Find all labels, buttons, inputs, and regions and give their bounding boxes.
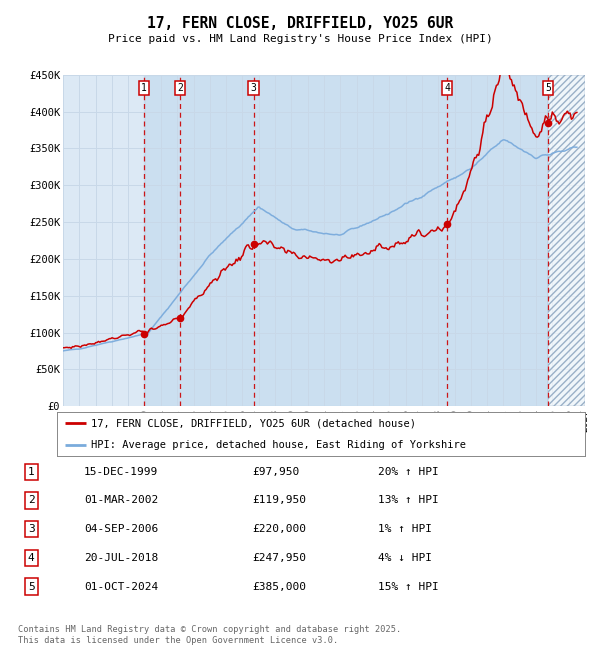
Text: £97,950: £97,950	[252, 467, 299, 476]
Text: 5: 5	[28, 582, 35, 592]
Text: 4% ↓ HPI: 4% ↓ HPI	[378, 553, 432, 563]
Text: 15% ↑ HPI: 15% ↑ HPI	[378, 582, 439, 592]
Text: Price paid vs. HM Land Registry's House Price Index (HPI): Price paid vs. HM Land Registry's House …	[107, 34, 493, 44]
Text: 01-OCT-2024: 01-OCT-2024	[84, 582, 158, 592]
Text: 17, FERN CLOSE, DRIFFIELD, YO25 6UR: 17, FERN CLOSE, DRIFFIELD, YO25 6UR	[147, 16, 453, 31]
Text: 1: 1	[28, 467, 35, 476]
Text: 15-DEC-1999: 15-DEC-1999	[84, 467, 158, 476]
Text: 20-JUL-2018: 20-JUL-2018	[84, 553, 158, 563]
Text: 2: 2	[28, 495, 35, 506]
Text: £119,950: £119,950	[252, 495, 306, 506]
Bar	[144, 75, 548, 406]
Text: 4: 4	[444, 83, 450, 93]
Text: 5: 5	[545, 83, 551, 93]
Text: 3: 3	[251, 83, 256, 93]
Text: £385,000: £385,000	[252, 582, 306, 592]
Text: 1% ↑ HPI: 1% ↑ HPI	[378, 524, 432, 534]
Text: 01-MAR-2002: 01-MAR-2002	[84, 495, 158, 506]
Text: 4: 4	[28, 553, 35, 563]
Text: 04-SEP-2006: 04-SEP-2006	[84, 524, 158, 534]
Text: 1: 1	[141, 83, 147, 93]
Text: HPI: Average price, detached house, East Riding of Yorkshire: HPI: Average price, detached house, East…	[91, 440, 466, 450]
Text: 13% ↑ HPI: 13% ↑ HPI	[378, 495, 439, 506]
Text: 20% ↑ HPI: 20% ↑ HPI	[378, 467, 439, 476]
Text: 3: 3	[28, 524, 35, 534]
Text: £220,000: £220,000	[252, 524, 306, 534]
Text: 17, FERN CLOSE, DRIFFIELD, YO25 6UR (detached house): 17, FERN CLOSE, DRIFFIELD, YO25 6UR (det…	[91, 418, 416, 428]
Text: 2: 2	[177, 83, 183, 93]
Text: £247,950: £247,950	[252, 553, 306, 563]
Text: Contains HM Land Registry data © Crown copyright and database right 2025.
This d: Contains HM Land Registry data © Crown c…	[18, 625, 401, 645]
